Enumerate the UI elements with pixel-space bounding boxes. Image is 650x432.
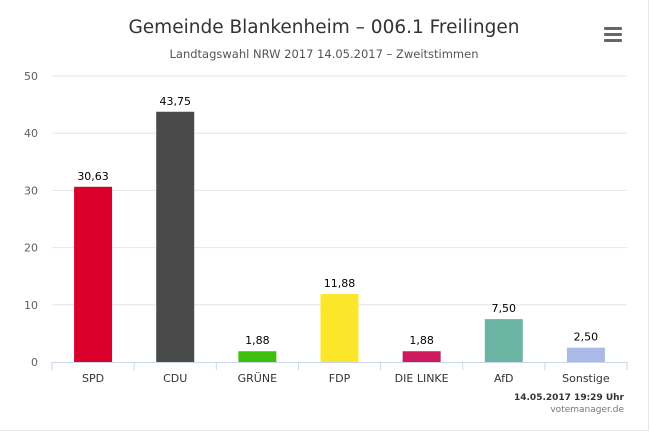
hamburger-menu-icon[interactable] (604, 26, 622, 42)
x-tick-label: SPD (82, 372, 104, 385)
y-tick-label: 0 (31, 356, 38, 369)
credits: 14.05.2017 19:29 Uhr votemanager.de (514, 392, 624, 416)
x-tick-label: Sonstige (562, 372, 610, 385)
bar-fdp (320, 294, 359, 362)
credits-source[interactable]: votemanager.de (550, 405, 624, 415)
data-label: 7,50 (492, 302, 517, 315)
bar-sonstige (566, 347, 605, 362)
data-label: 30,63 (77, 170, 109, 183)
x-tick-label: CDU (163, 372, 187, 385)
credits-timestamp: 14.05.2017 19:29 Uhr (513, 393, 624, 403)
bar-spd (74, 186, 113, 362)
y-tick-label: 40 (24, 127, 38, 140)
data-label: 1,88 (409, 334, 434, 347)
bar-afd (484, 319, 523, 362)
bar-grüne (238, 351, 277, 362)
data-label: 43,75 (159, 95, 191, 108)
y-tick-label: 20 (24, 242, 38, 255)
x-tick-label: AfD (494, 372, 513, 385)
y-tick-label: 30 (24, 184, 38, 197)
bar-cdu (156, 111, 195, 362)
x-tick-label: FDP (329, 372, 351, 385)
data-label: 11,88 (324, 277, 356, 290)
y-tick-label: 50 (24, 70, 38, 83)
y-tick-label: 10 (24, 299, 38, 312)
bar-die-linke (402, 351, 441, 362)
chart-title: Gemeinde Blankenheim – 006.1 Freilingen (128, 17, 520, 38)
data-label: 2,50 (574, 331, 599, 344)
x-tick-label: DIE LINKE (395, 372, 449, 385)
chart-subtitle: Landtagswahl NRW 2017 14.05.2017 – Zweit… (169, 47, 479, 61)
x-tick-label: GRÜNE (238, 372, 277, 385)
data-label: 1,88 (245, 334, 270, 347)
